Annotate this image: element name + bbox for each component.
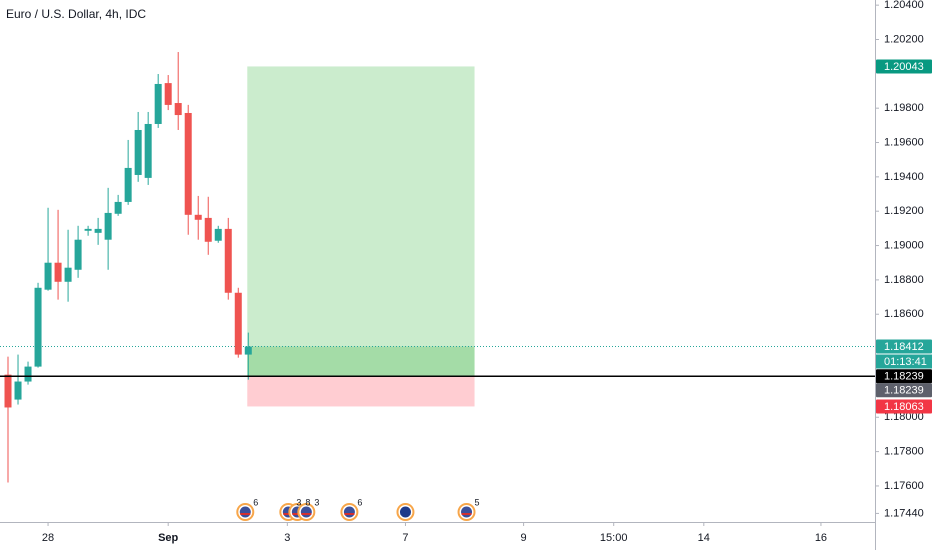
event-stripe [400,513,411,515]
candle-body [214,228,222,241]
event-count: 6 [253,497,258,507]
event-stripe [292,513,303,515]
event-flag [461,506,473,518]
event-flag [343,506,355,518]
entry-label: 1.18239 [884,385,924,397]
candle-body [134,129,142,175]
event-count: 3 [296,497,301,507]
event-stripe [344,513,355,515]
candle-body [224,228,232,293]
countdown-label: 01:13:41 [884,356,927,368]
event-count: 8 [305,497,310,507]
stop-label: 1.18063 [884,401,924,413]
candle-body [104,212,112,240]
hline-badge [876,369,932,384]
candle-body [194,214,202,220]
candle-body [34,287,42,367]
target-zone [247,66,475,377]
event-flag [239,506,251,518]
x-tick-label: Sep [158,532,178,544]
x-tick-label: 7 [402,532,408,544]
stop-zone [247,376,475,407]
profit-fill [247,346,475,377]
candle-body [4,374,12,408]
x-tick-label: 3 [284,532,290,544]
candle-body [234,292,242,355]
candle-body [24,366,32,382]
event-flag [300,506,312,518]
event-count: 3 [314,497,319,507]
y-tick-label: 1.18800 [884,274,924,286]
x-tick-label: 9 [521,532,527,544]
x-tick-label: 28 [42,532,54,544]
stop-badge [876,399,932,414]
chart-title: Euro / U.S. Dollar, 4h, IDC [6,7,146,21]
y-tick-label: 1.20200 [884,33,924,45]
last-price-badge [876,339,932,354]
candle-body [144,123,152,178]
candle-body [94,228,102,233]
y-tick-label: 1.17600 [884,480,924,492]
last-price-label: 1.18412 [884,341,924,353]
candle-body [54,262,62,282]
y-tick-label: 1.19400 [884,171,924,183]
x-tick-label: 16 [815,532,827,544]
candle-body [244,346,252,355]
event-stripe [283,513,294,515]
target-badge [876,59,932,74]
x-tick-label: 14 [698,532,710,544]
target-label: 1.20043 [884,61,924,73]
event-count: 5 [475,497,480,507]
y-tick-label: 1.18600 [884,308,924,320]
event-count: 6 [357,497,362,507]
countdown-badge [876,354,932,369]
candle-body [74,239,82,270]
candle-body [64,267,72,282]
event-stripe [461,513,472,515]
x-tick-label: 15:00 [600,532,628,544]
candle-body [84,228,92,231]
candle-body [124,167,132,202]
event-stripe [301,513,312,515]
candle-body [184,112,192,215]
y-tick-label: 1.19600 [884,136,924,148]
candle-body [164,83,172,105]
entry-badge [876,383,932,398]
y-tick-label: 1.19800 [884,102,924,114]
candle-body [174,103,182,116]
hline-label: 1.18239 [884,371,924,383]
y-tick-label: 1.19200 [884,205,924,217]
y-tick-label: 1.18000 [884,411,924,423]
candle-body [204,217,212,242]
y-tick-label: 1.17800 [884,446,924,458]
y-tick-label: 1.19000 [884,239,924,251]
y-tick-label: 1.17440 [884,507,924,519]
candle-body [114,201,122,214]
candle-body [14,381,22,400]
event-flag [399,506,411,518]
candle-body [44,262,52,290]
y-tick-label: 1.20400 [884,0,924,11]
candle-body [154,83,162,124]
event-stripe [240,513,251,515]
